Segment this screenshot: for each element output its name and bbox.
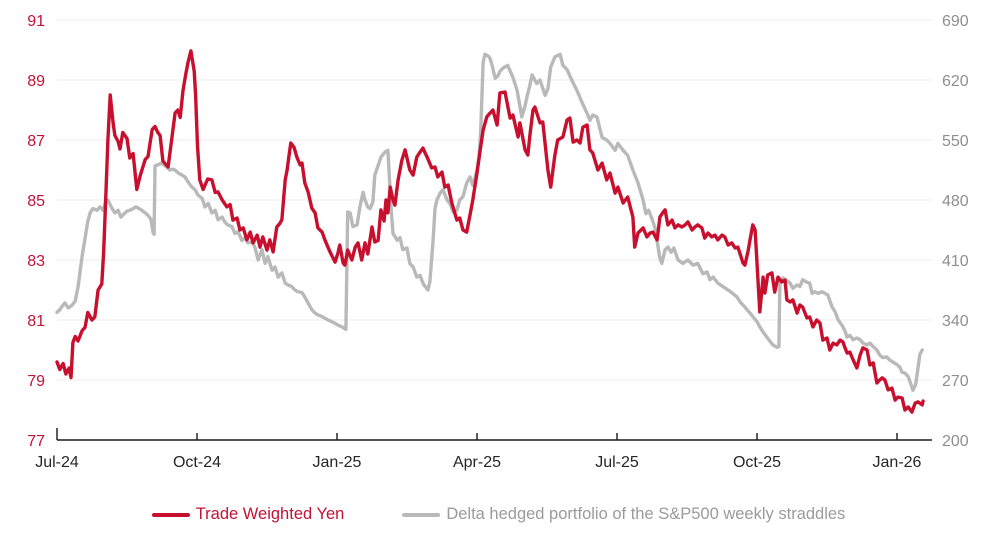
left-axis-tick-label: 83 bbox=[27, 253, 45, 270]
right-axis-tick-label: 550 bbox=[942, 133, 969, 150]
legend-label-trade-weighted-yen: Trade Weighted Yen bbox=[195, 505, 345, 523]
legend-item-straddles: Delta hedged portfolio of the S&P500 wee… bbox=[402, 505, 845, 524]
left-axis-tick-label: 85 bbox=[27, 193, 45, 210]
trade-weighted-yen-line bbox=[55, 49, 925, 414]
axis-tick-labels: 77 79 81 83 85 87 89 91 200 270 340 410 480 550 620 690… bbox=[27, 13, 969, 471]
red-line-swatch-icon bbox=[151, 512, 190, 517]
gray-line-swatch-icon bbox=[402, 512, 441, 517]
right-axis-tick-label: 480 bbox=[942, 193, 969, 210]
legend-item-trade-weighted-yen: Trade Weighted Yen bbox=[151, 505, 345, 524]
legend-label-straddles: Delta hedged portfolio of the S&P500 wee… bbox=[446, 505, 846, 523]
x-axis-tick-label: Apr-25 bbox=[453, 454, 501, 471]
series-lines bbox=[55, 49, 925, 414]
straddle-portfolio-line bbox=[55, 52, 924, 392]
left-axis-tick-label: 79 bbox=[27, 373, 45, 390]
right-axis-tick-label: 410 bbox=[942, 253, 969, 270]
left-axis-tick-label: 81 bbox=[27, 313, 45, 330]
left-axis-tick-label: 77 bbox=[27, 433, 45, 450]
x-axis bbox=[56, 428, 932, 441]
right-axis-tick-label: 200 bbox=[942, 433, 969, 450]
chart-legend: Trade Weighted Yen Delta hedged portfoli… bbox=[0, 505, 997, 524]
right-axis-tick-label: 690 bbox=[942, 13, 969, 30]
left-axis-tick-label: 91 bbox=[27, 13, 45, 30]
left-axis-tick-label: 87 bbox=[27, 133, 45, 150]
right-axis-tick-label: 620 bbox=[942, 73, 969, 90]
x-axis-tick-label: Jan-26 bbox=[873, 454, 922, 471]
x-axis-tick-label: Jul-24 bbox=[35, 454, 79, 471]
right-axis-tick-label: 340 bbox=[942, 313, 969, 330]
left-axis-tick-label: 89 bbox=[27, 73, 45, 90]
x-axis-tick-label: Oct-25 bbox=[733, 454, 781, 471]
x-axis-tick-label: Jan-25 bbox=[313, 454, 362, 471]
right-axis-tick-label: 270 bbox=[942, 373, 969, 390]
x-axis-tick-label: Jul-25 bbox=[595, 454, 639, 471]
x-axis-tick-label: Oct-24 bbox=[173, 454, 221, 471]
